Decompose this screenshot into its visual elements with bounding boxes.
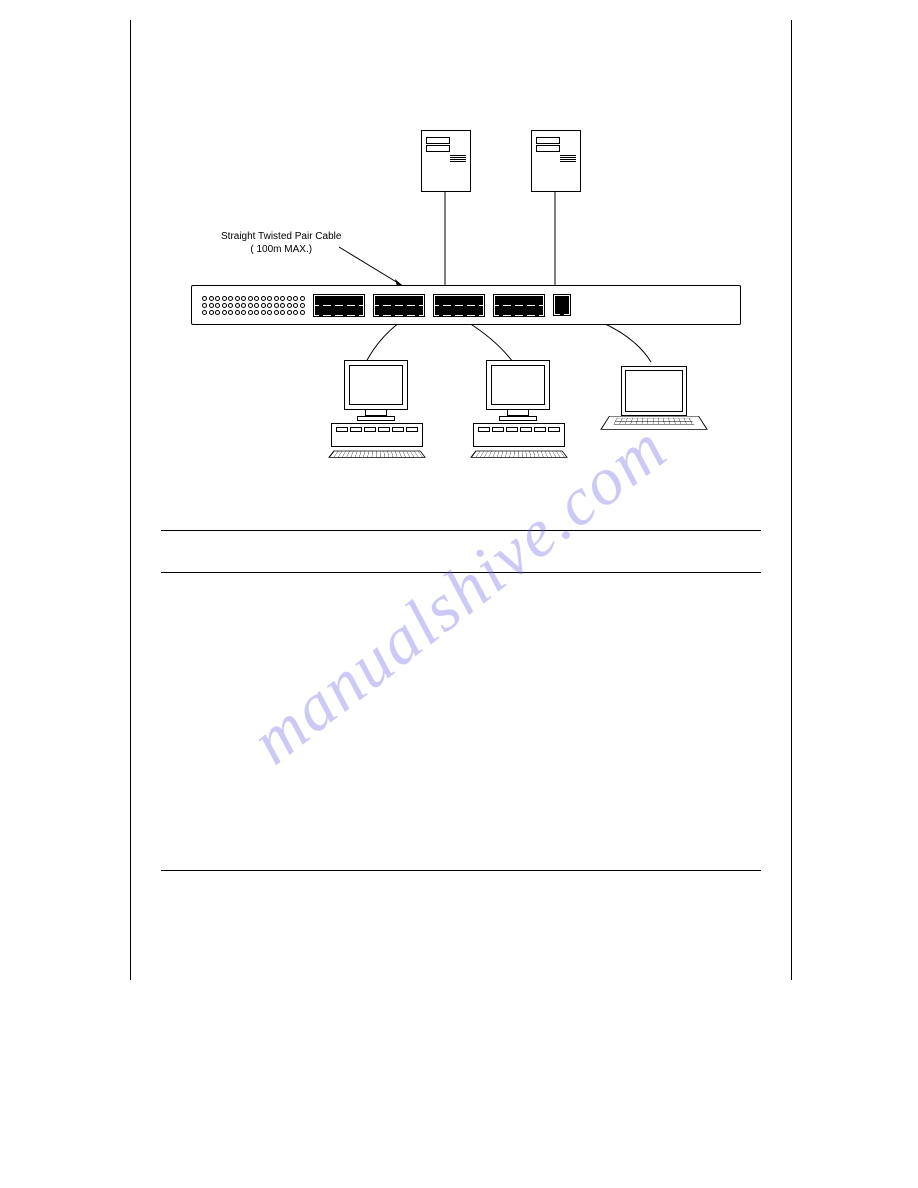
switch-leds <box>202 296 305 315</box>
cable-label-line1: Straight Twisted Pair Cable <box>221 231 341 242</box>
server-2 <box>531 130 581 192</box>
workstation-1 <box>331 360 421 459</box>
server-1 <box>421 130 471 192</box>
laptop <box>609 366 699 436</box>
divider-2 <box>161 572 761 573</box>
network-switch <box>191 285 741 325</box>
uplink-port <box>553 294 571 316</box>
divider-3 <box>161 870 761 871</box>
cable-label: Straight Twisted Pair Cable ( 100m MAX.) <box>221 230 341 256</box>
port-group-3 <box>433 294 485 317</box>
network-diagram: Straight Twisted Pair Cable ( 100m MAX.) <box>191 130 731 490</box>
page-frame: Straight Twisted Pair Cable ( 100m MAX.) <box>130 20 792 980</box>
port-group-4 <box>493 294 545 317</box>
divider-1 <box>161 530 761 531</box>
port-group-2 <box>373 294 425 317</box>
cable-label-line2: ( 100m MAX.) <box>250 244 312 255</box>
workstation-2 <box>473 360 563 459</box>
port-group-1 <box>313 294 365 317</box>
